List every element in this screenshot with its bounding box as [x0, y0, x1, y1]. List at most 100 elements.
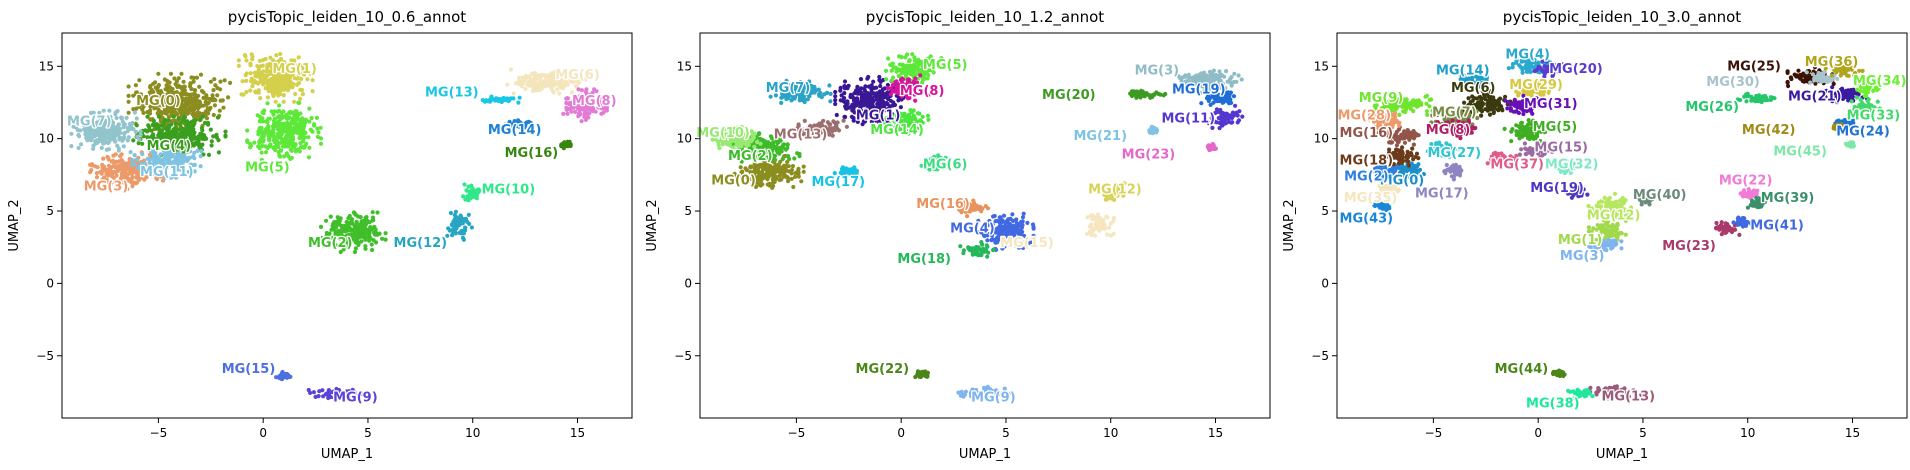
- x-axis-label: UMAP_1: [321, 447, 373, 462]
- cell-point: [136, 99, 141, 105]
- cell-point: [368, 225, 373, 230]
- cell-point: [274, 138, 279, 144]
- cell-point: [293, 91, 298, 97]
- cell-point: [901, 70, 906, 75]
- cell-point: [751, 135, 757, 140]
- cell-point: [290, 85, 295, 90]
- cell-point: [1220, 113, 1225, 118]
- cell-point: [211, 88, 216, 93]
- cell-point: [522, 76, 527, 81]
- cell-point: [530, 88, 536, 93]
- cell-point: [756, 170, 762, 176]
- cell-point: [279, 132, 284, 137]
- cell-point: [88, 162, 93, 167]
- cell-point: [89, 168, 94, 173]
- cell-point: [356, 242, 361, 247]
- cell-point: [549, 86, 554, 91]
- cell-point: [765, 182, 770, 187]
- cell-point: [749, 165, 754, 170]
- cell-point: [1229, 100, 1234, 105]
- cell-point: [1004, 219, 1009, 224]
- cell-point: [462, 182, 467, 187]
- cell-point: [158, 89, 163, 94]
- cell-point: [256, 132, 261, 137]
- cell-point: [173, 160, 178, 165]
- cell-point: [94, 175, 100, 180]
- cell-point: [114, 187, 119, 192]
- cell-point: [307, 106, 312, 111]
- umap-panel-2: pycisTopic_leiden_10_1.2_annot UMAP_1 UM…: [645, 8, 1271, 462]
- cell-point: [181, 79, 186, 84]
- cell-point: [802, 118, 807, 123]
- cell-point: [106, 163, 112, 168]
- cell-point: [313, 394, 318, 399]
- cell-point: [318, 125, 323, 130]
- cell-point: [909, 64, 914, 69]
- cell-point: [215, 115, 220, 120]
- cell-point: [182, 114, 187, 119]
- cell-point: [1150, 92, 1155, 98]
- cell-point: [145, 156, 150, 161]
- cell-point: [547, 74, 553, 79]
- cell-point: [243, 73, 248, 78]
- cell-point: [908, 115, 913, 120]
- cell-point: [1224, 69, 1229, 74]
- cell-point: [185, 139, 190, 144]
- cluster-label: MG(5): [245, 161, 290, 176]
- cell-point: [286, 129, 291, 134]
- cell-point: [178, 159, 183, 164]
- cell-point: [101, 156, 106, 161]
- cell-point: [360, 229, 365, 234]
- cell-point: [142, 173, 147, 178]
- cell-point: [593, 109, 598, 114]
- cell-point: [1226, 90, 1231, 95]
- cell-point: [181, 91, 186, 96]
- cell-point: [183, 96, 189, 101]
- cell-point: [554, 77, 559, 82]
- cluster-label: MG(8): [572, 94, 617, 109]
- cell-point: [151, 81, 156, 86]
- cell-point: [329, 227, 334, 232]
- cell-point: [125, 138, 130, 143]
- cell-point: [172, 76, 177, 81]
- cell-point: [130, 184, 135, 189]
- x-tick-label: 10: [465, 426, 480, 440]
- cell-point: [199, 126, 204, 131]
- cell-point: [448, 210, 453, 216]
- cell-point: [300, 71, 305, 76]
- panel-title: pycisTopic_leiden_10_0.6_annot: [228, 8, 467, 27]
- cell-point: [131, 93, 136, 98]
- cell-point: [340, 224, 345, 229]
- cell-point: [263, 150, 269, 155]
- cluster-label: MG(7): [67, 114, 112, 129]
- cell-point: [520, 84, 525, 89]
- cell-point: [961, 248, 967, 253]
- cell-point: [266, 123, 271, 129]
- cell-point: [140, 152, 145, 157]
- cell-point: [1214, 110, 1219, 115]
- cell-point: [961, 394, 966, 399]
- cell-point: [586, 115, 591, 120]
- cell-point: [867, 95, 873, 100]
- cell-point: [104, 167, 109, 172]
- cluster-points: [505, 67, 588, 96]
- cell-point: [978, 252, 983, 257]
- cell-point: [1216, 97, 1221, 102]
- cell-point: [502, 96, 507, 101]
- cell-point: [579, 119, 584, 124]
- y-tick-label: 0: [46, 276, 54, 290]
- cell-point: [318, 141, 324, 146]
- cell-point: [113, 110, 118, 115]
- cell-point: [107, 108, 112, 113]
- cell-point: [1199, 101, 1204, 106]
- cell-point: [121, 144, 126, 149]
- cell-point: [175, 135, 180, 140]
- cell-point: [790, 164, 796, 169]
- cell-point: [168, 71, 174, 76]
- cell-point: [1089, 232, 1094, 238]
- cell-point: [288, 80, 293, 85]
- cell-point: [194, 75, 200, 80]
- cell-point: [161, 104, 167, 109]
- cell-point: [278, 57, 284, 62]
